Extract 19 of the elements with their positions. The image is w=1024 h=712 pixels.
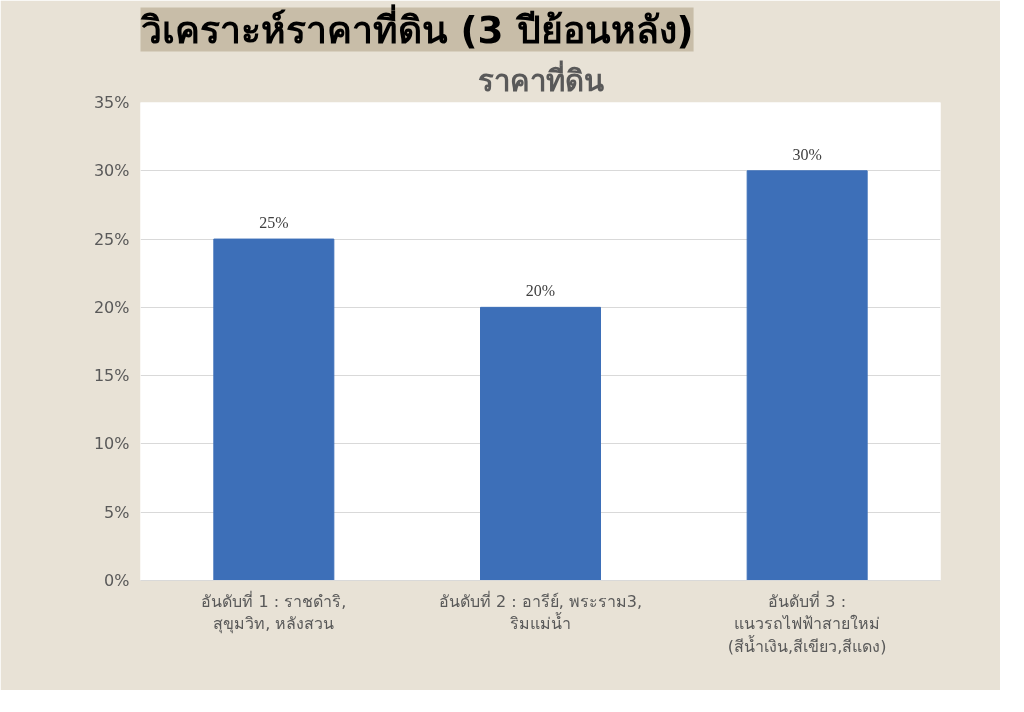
chart-title: วิเคราะห์ราคาที่ดิน (3 ปีย้อนหลัง) [139,3,694,52]
x-tick-label: อันดับที่ 3 : แนวรถไฟฟ้าสายใหม่ (สีน้ำเงิน,สีเขียว,สีแดง) [727,589,887,657]
bar [213,238,335,581]
y-tick-label: 5% [104,502,130,522]
y-tick-label: 10% [93,434,130,454]
y-tick-label: 25% [93,229,130,249]
x-tick-label: อันดับที่ 2 : อารีย์, พระราม3, ริมแม่น้ำ [438,589,643,634]
bar [746,170,868,581]
data-label: 20% [525,282,556,300]
data-label: 25% [259,214,289,232]
y-tick-label: 35% [93,93,130,112]
y-tick-label: 30% [93,161,130,181]
y-tick-label: 20% [93,297,130,317]
data-label: 30% [792,145,822,163]
bar [480,306,601,581]
y-tick-label: 0% [104,571,130,590]
y-tick-label: 15% [93,366,130,386]
chart-subtitle: ราคาที่ดิน [477,59,604,98]
x-tick-label: อันดับที่ 1 : ราชดำริ, สุขุมวิท, หลังสวน [201,589,347,635]
